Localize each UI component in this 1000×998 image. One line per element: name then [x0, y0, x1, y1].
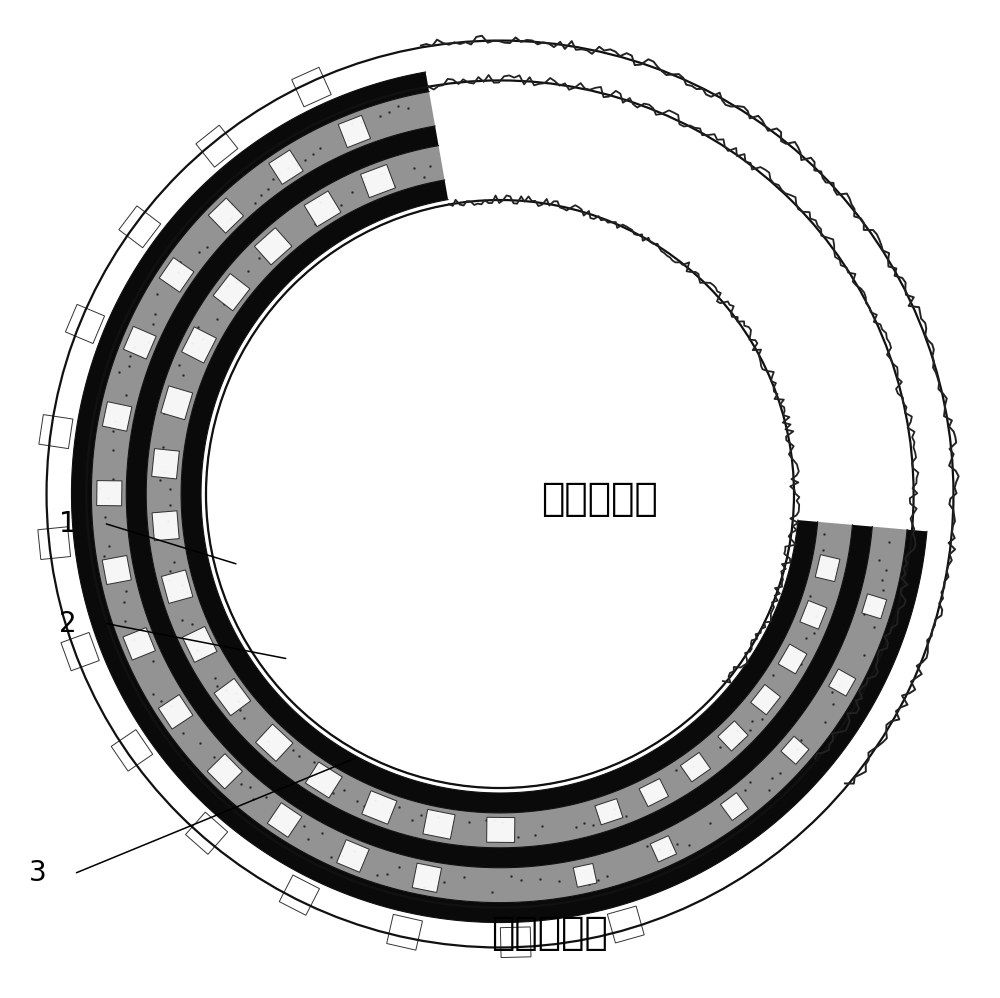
Polygon shape [152, 511, 179, 541]
Polygon shape [279, 875, 320, 915]
Polygon shape [152, 449, 179, 479]
Polygon shape [573, 863, 597, 887]
Text: 密封介质侧: 密封介质侧 [541, 480, 658, 518]
Polygon shape [196, 125, 238, 168]
Polygon shape [720, 792, 748, 820]
Polygon shape [829, 669, 856, 696]
Polygon shape [267, 802, 302, 837]
Polygon shape [123, 628, 155, 660]
Polygon shape [500, 927, 531, 957]
Polygon shape [269, 150, 303, 185]
Polygon shape [186, 812, 228, 854]
Polygon shape [337, 839, 369, 872]
Polygon shape [254, 228, 292, 264]
Polygon shape [214, 679, 251, 716]
Polygon shape [680, 752, 711, 781]
Polygon shape [123, 326, 156, 359]
Text: 3: 3 [29, 858, 47, 887]
Polygon shape [650, 835, 677, 862]
Polygon shape [182, 627, 217, 663]
Polygon shape [412, 863, 442, 892]
Polygon shape [292, 67, 331, 107]
Polygon shape [182, 327, 216, 363]
Polygon shape [362, 790, 397, 824]
Polygon shape [718, 721, 748, 751]
Polygon shape [38, 527, 71, 560]
Polygon shape [338, 116, 371, 148]
Polygon shape [102, 556, 131, 585]
Polygon shape [800, 601, 827, 629]
Polygon shape [146, 146, 852, 848]
Polygon shape [39, 414, 73, 449]
Polygon shape [158, 695, 193, 730]
Polygon shape [423, 809, 455, 839]
Polygon shape [119, 206, 161, 248]
Polygon shape [305, 762, 342, 798]
Polygon shape [61, 633, 99, 671]
Polygon shape [213, 273, 250, 310]
Polygon shape [815, 555, 840, 582]
Polygon shape [361, 165, 395, 198]
Text: 2: 2 [59, 610, 76, 638]
Text: 隔离气体侧: 隔离气体侧 [491, 913, 608, 951]
Polygon shape [208, 198, 244, 234]
Text: 1: 1 [59, 510, 76, 538]
Polygon shape [111, 730, 153, 771]
Polygon shape [181, 180, 818, 813]
Polygon shape [781, 737, 809, 764]
Polygon shape [71, 72, 927, 922]
Polygon shape [91, 92, 907, 902]
Polygon shape [778, 644, 807, 674]
Polygon shape [595, 798, 623, 824]
Polygon shape [159, 257, 194, 292]
Polygon shape [751, 685, 781, 715]
Polygon shape [607, 906, 644, 943]
Polygon shape [97, 481, 122, 506]
Polygon shape [256, 725, 293, 761]
Polygon shape [126, 126, 872, 867]
Polygon shape [71, 72, 927, 922]
Polygon shape [161, 570, 193, 604]
Polygon shape [387, 914, 422, 950]
Polygon shape [207, 753, 242, 789]
Polygon shape [639, 778, 669, 806]
Polygon shape [304, 191, 341, 227]
Polygon shape [862, 594, 887, 619]
Polygon shape [102, 401, 132, 431]
Polygon shape [161, 386, 193, 420]
Polygon shape [487, 817, 515, 842]
Polygon shape [65, 304, 105, 343]
